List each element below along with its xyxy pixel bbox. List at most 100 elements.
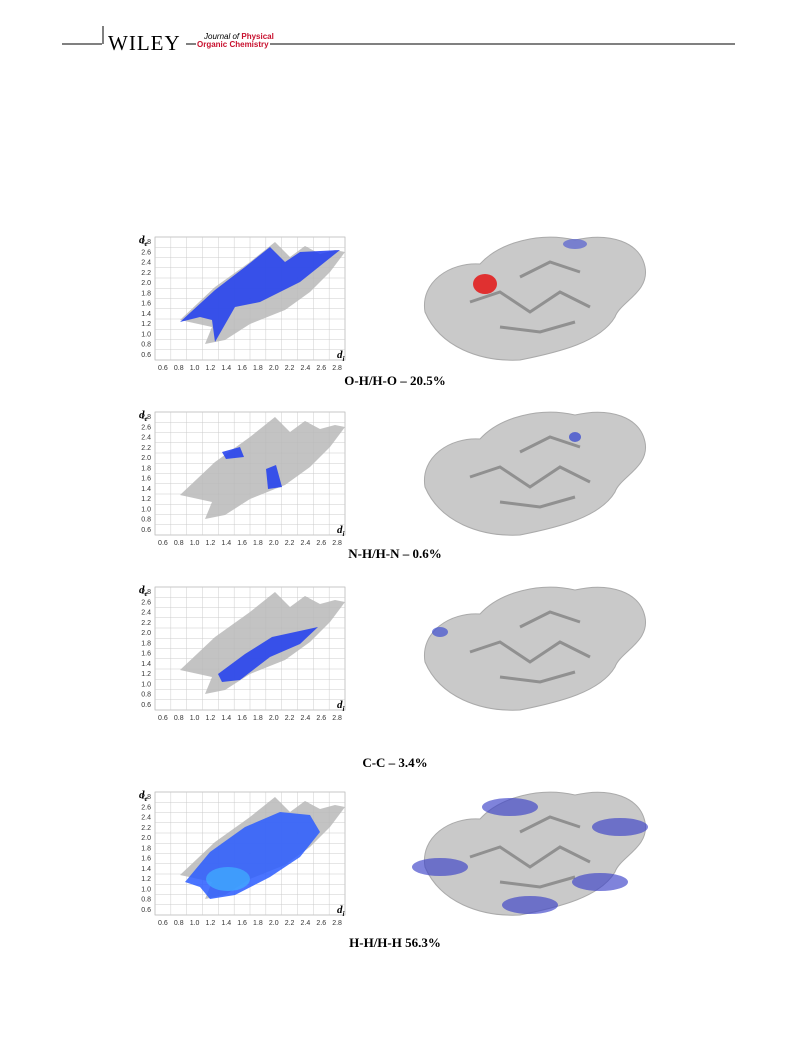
y-tick-label: 1.8 — [141, 640, 151, 647]
y-tick-label: 2.6 — [141, 804, 151, 811]
journal-line2: Organic Chemistry — [197, 40, 269, 49]
surface-spot — [572, 873, 628, 891]
y-tick-label: 2.8 — [141, 414, 151, 421]
x-tick-label: 2.6 — [316, 920, 326, 927]
x-tick-label: 1.6 — [237, 540, 247, 547]
y-axis-label-sub: e — [145, 415, 148, 423]
fingerprint-cloud — [180, 417, 345, 519]
y-tick-label: 1.0 — [141, 886, 151, 893]
x-tick-label: 2.2 — [285, 365, 295, 372]
y-tick-label: 2.2 — [141, 620, 151, 627]
y-tick-label: 2.0 — [141, 630, 151, 637]
x-tick-label: 1.0 — [190, 715, 200, 722]
x-tick-label: 1.2 — [206, 715, 216, 722]
surface-body — [424, 586, 646, 711]
y-tick-label: 0.8 — [141, 517, 151, 524]
surface-bonds — [469, 610, 591, 684]
x-tick-label: 1.0 — [190, 540, 200, 547]
surface-spot — [563, 239, 587, 249]
y-tick-label: 2.4 — [141, 815, 151, 822]
x-tick-label: 0.8 — [174, 920, 184, 927]
y-tick-label: 2.4 — [141, 435, 151, 442]
x-tick-label: 1.6 — [237, 920, 247, 927]
x-axis-label: di — [337, 349, 345, 363]
x-tick-label: 0.8 — [174, 540, 184, 547]
x-tick-label: 2.2 — [285, 920, 295, 927]
figure-caption: C-C – 3.4% — [362, 755, 427, 770]
figure: 0.6 0.8 1.0 1.2 1.4 1.6 1.8 2.0 2.2 2.4 2.6 2.8 0.6 0… — [139, 789, 648, 950]
x-tick-label: 1.8 — [253, 365, 263, 372]
surface-spot — [473, 274, 497, 294]
y-tick-label: 1.4 — [141, 311, 151, 318]
x-tick-label: 2.8 — [332, 715, 342, 722]
x-tick-label: 1.4 — [221, 365, 231, 372]
y-tick-label: 1.6 — [141, 301, 151, 308]
x-axis-label-main: d — [337, 904, 343, 916]
x-tick-label: 0.6 — [158, 365, 168, 372]
y-tick-label: 1.0 — [141, 331, 151, 338]
x-axis-label: di — [337, 699, 345, 713]
surface-spot — [569, 432, 581, 442]
x-axis-label-sub: i — [343, 705, 345, 713]
y-tick-label: 2.2 — [141, 270, 151, 277]
x-tick-label: 1.6 — [237, 365, 247, 372]
y-tick-label: 2.0 — [141, 835, 151, 842]
y-tick-label: 2.6 — [141, 424, 151, 431]
x-axis-label-sub: i — [343, 910, 345, 918]
hirshfeld-surface — [412, 791, 648, 916]
x-tick-label: 0.8 — [174, 365, 184, 372]
y-tick-label: 1.0 — [141, 506, 151, 513]
y-axis-label-main: d — [139, 234, 145, 246]
surface-spot — [592, 818, 648, 836]
x-tick-label: 0.6 — [158, 715, 168, 722]
y-tick-label: 1.2 — [141, 321, 151, 328]
x-tick-label: 2.4 — [301, 715, 311, 722]
y-tick-label: 1.8 — [141, 290, 151, 297]
surface-spot — [502, 896, 558, 914]
hirshfeld-surface — [424, 411, 646, 536]
x-tick-label: 1.8 — [253, 540, 263, 547]
hirshfeld-surface — [424, 236, 646, 361]
y-tick-label: 1.6 — [141, 651, 151, 658]
y-tick-label: 0.6 — [141, 907, 151, 914]
x-axis-label: di — [337, 904, 345, 918]
x-axis-label-sub: i — [343, 355, 345, 363]
x-tick-label: 1.4 — [221, 540, 231, 547]
x-axis-label: di — [337, 524, 345, 538]
x-tick-label: 2.2 — [285, 540, 295, 547]
y-tick-label: 0.8 — [141, 692, 151, 699]
y-tick-label: 1.6 — [141, 476, 151, 483]
x-tick-label: 1.0 — [190, 920, 200, 927]
y-tick-label: 1.4 — [141, 866, 151, 873]
surface-body — [424, 236, 646, 361]
surface-bonds — [469, 435, 591, 509]
fingerprint-highlight — [218, 627, 318, 682]
y-axis-label-main: d — [139, 789, 145, 801]
y-tick-label: 1.0 — [141, 681, 151, 688]
y-tick-label: 2.6 — [141, 249, 151, 256]
y-axis-label: de — [139, 409, 148, 423]
x-tick-label: 1.2 — [206, 540, 216, 547]
y-tick-label: 1.2 — [141, 496, 151, 503]
x-tick-label: 2.0 — [269, 715, 279, 722]
x-axis-label-main: d — [337, 699, 343, 711]
figure-caption: H-H/H-H 56.3% — [349, 935, 441, 950]
y-tick-label: 1.2 — [141, 671, 151, 678]
x-tick-label: 0.6 — [158, 920, 168, 927]
y-tick-label: 2.4 — [141, 260, 151, 267]
x-tick-label: 2.0 — [269, 365, 279, 372]
x-tick-label: 2.6 — [316, 715, 326, 722]
y-tick-label: 2.8 — [141, 589, 151, 596]
y-tick-label: 2.0 — [141, 455, 151, 462]
y-axis-label: de — [139, 789, 148, 803]
figure: 0.6 0.8 1.0 1.2 1.4 1.6 1.8 2.0 2.2 2.4 2.6 2.8 0.6 0… — [139, 584, 646, 770]
y-tick-label: 1.2 — [141, 876, 151, 883]
x-axis-label-sub: i — [343, 530, 345, 538]
y-tick-label: 0.6 — [141, 352, 151, 359]
y-tick-label: 1.8 — [141, 845, 151, 852]
y-tick-label: 0.6 — [141, 527, 151, 534]
x-tick-label: 2.0 — [269, 920, 279, 927]
y-tick-label: 2.4 — [141, 610, 151, 617]
y-axis-label-main: d — [139, 584, 145, 596]
